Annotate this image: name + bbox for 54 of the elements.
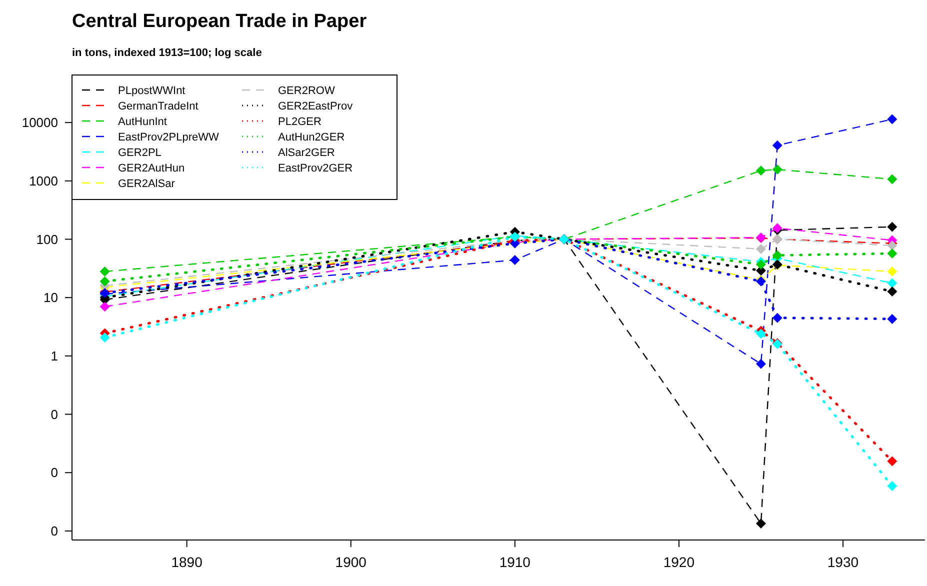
point — [772, 164, 782, 174]
chart-title: Central European Trade in Paper — [72, 11, 368, 32]
point — [772, 140, 782, 150]
point — [772, 312, 782, 323]
point — [100, 302, 110, 312]
point — [887, 266, 898, 277]
legend-label: GermanTradeInt — [118, 100, 198, 112]
point — [100, 332, 110, 342]
point — [887, 114, 898, 124]
point — [887, 240, 898, 251]
legend-label: EastProv2GER — [278, 162, 353, 174]
point — [510, 255, 520, 266]
point — [887, 480, 898, 491]
point — [756, 166, 766, 176]
legend-label: AutHunInt — [118, 116, 167, 128]
point — [756, 244, 766, 254]
legend-label: EastProv2PLpreWW — [118, 131, 220, 144]
point — [887, 314, 898, 324]
legend-label: PL2GER — [278, 116, 322, 128]
point — [887, 174, 898, 184]
point — [887, 222, 898, 232]
y-tick-label: 100 — [36, 232, 58, 247]
legend-label: GER2PL — [118, 146, 162, 159]
point — [887, 278, 898, 288]
point — [887, 286, 898, 297]
y-tick-label: 1 — [50, 348, 58, 364]
legend-label: GER2AutHun — [118, 162, 185, 174]
point — [756, 328, 766, 339]
point — [756, 259, 766, 270]
chart-subtitle: in tons, indexed 1913=100; log scale — [72, 47, 262, 59]
y-tick-label: 10000 — [22, 115, 58, 130]
y-tick-label: 0 — [50, 524, 58, 539]
x-tick-label: 1920 — [663, 554, 695, 570]
y-tick-label: 0 — [50, 406, 58, 422]
y-tick-label: 10 — [44, 290, 58, 306]
x-tick-label: 1930 — [827, 554, 859, 570]
legend-label: GER2ROW — [278, 84, 336, 97]
legend-label: AlSar2GER — [278, 146, 335, 159]
legend-label: AutHun2GER — [278, 131, 345, 144]
point — [100, 276, 110, 286]
legend-label: GER2AlSar — [118, 178, 176, 190]
point — [887, 456, 898, 466]
legend-label: PLpostWWInt — [118, 84, 186, 97]
x-tick-label: 1910 — [499, 554, 531, 570]
y-tick-label: 1000 — [29, 173, 58, 188]
legend-label: GER2EastProv — [278, 100, 354, 112]
point — [887, 248, 898, 258]
y-tick-label: 0 — [50, 465, 58, 480]
point — [756, 518, 766, 529]
point — [100, 266, 110, 277]
x-tick-label: 1890 — [171, 554, 203, 570]
point — [756, 358, 766, 369]
x-tick-label: 1900 — [335, 554, 367, 570]
point — [772, 250, 782, 260]
